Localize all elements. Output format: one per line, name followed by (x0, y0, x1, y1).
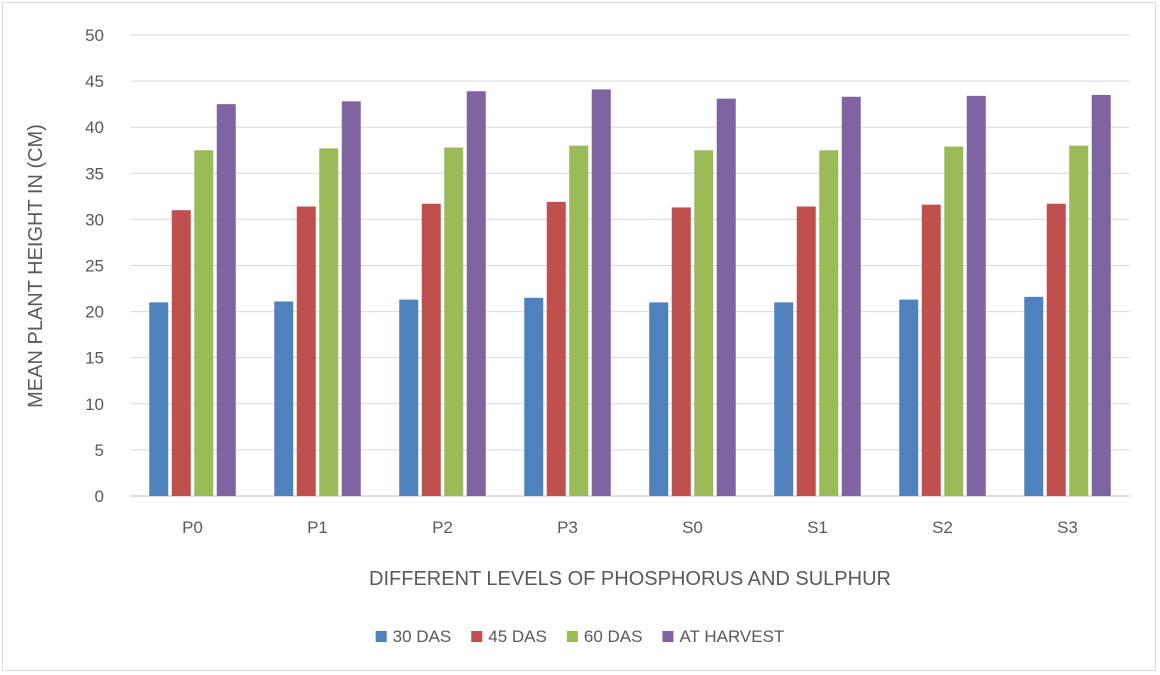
bar-s0-60-das (694, 150, 714, 496)
x-tick-label: S3 (1057, 518, 1078, 537)
bar-p2-30-das (399, 299, 419, 496)
bar-s3-30-das (1024, 296, 1044, 496)
bars (149, 89, 1111, 497)
bar-s2-30-das (899, 299, 919, 496)
x-tick-label: P0 (182, 518, 203, 537)
bar-s3-60-das (1069, 145, 1089, 496)
x-tick-label: S2 (932, 518, 953, 537)
bar-s0-at-harvest (716, 98, 736, 497)
bar-p3-at-harvest (591, 89, 611, 496)
legend-swatch (566, 631, 578, 642)
bar-s2-45-das (921, 204, 941, 496)
y-tick-label: 50 (85, 26, 104, 45)
legend-swatch (375, 631, 387, 642)
y-tick-label: 35 (85, 164, 104, 183)
x-tick-label: P2 (432, 518, 453, 537)
bar-p0-60-das (194, 150, 214, 496)
bar-s3-45-das (1046, 203, 1066, 496)
legend-swatch (662, 631, 674, 642)
legend: 30 DAS 45 DAS 60 DAS AT HARVEST (375, 627, 784, 646)
bar-p2-at-harvest (466, 91, 486, 496)
bar-s2-60-das (944, 146, 964, 496)
y-tick-label: 45 (85, 72, 104, 91)
x-axis-title: DIFFERENT LEVELS OF PHOSPHORUS AND SULPH… (369, 568, 891, 590)
y-axis-title: MEAN PLANT HEIGHT IN (CM) (25, 124, 47, 408)
bar-p2-60-das (444, 147, 464, 496)
x-tick-label: S0 (682, 518, 703, 537)
legend-label: 30 DAS (393, 627, 452, 646)
y-tick-label: 40 (85, 118, 104, 137)
bar-p3-30-das (524, 297, 544, 496)
bar-s1-at-harvest (841, 96, 861, 497)
legend-label: 45 DAS (488, 627, 547, 646)
bar-s1-45-das (796, 206, 816, 496)
bar-p2-45-das (421, 203, 441, 496)
bar-p3-45-das (546, 201, 566, 496)
bar-s0-45-das (671, 207, 691, 496)
bar-s1-60-das (819, 150, 839, 496)
x-tick-label: P3 (557, 518, 578, 537)
bar-s3-at-harvest (1091, 94, 1111, 497)
gridlines (130, 34, 1130, 497)
y-tick-label: 0 (95, 487, 104, 506)
bar-p1-45-das (296, 206, 316, 496)
bar-p0-30-das (149, 302, 169, 496)
y-tick-label: 10 (85, 395, 104, 414)
x-tick-label: S1 (807, 518, 828, 537)
bar-p1-at-harvest (341, 101, 361, 496)
y-tick-label: 20 (85, 303, 104, 322)
bar-p0-at-harvest (216, 104, 236, 497)
legend-label: 60 DAS (584, 627, 643, 646)
legend-swatch (471, 631, 483, 642)
y-tick-label: 5 (95, 441, 104, 460)
legend-label: AT HARVEST (679, 627, 784, 646)
bar-p1-60-das (319, 148, 339, 496)
bar-s1-30-das (774, 302, 794, 496)
bar-p3-60-das (569, 145, 589, 496)
x-tick-labels: P0 P1 P2 P3 S0 S1 S2 S3 (182, 518, 1078, 537)
y-tick-label: 30 (85, 210, 104, 229)
bar-p1-30-das (274, 301, 294, 496)
y-tick-label: 25 (85, 257, 104, 276)
y-tick-label: 15 (85, 349, 104, 368)
bar-s2-at-harvest (966, 95, 986, 497)
y-tick-labels: 0 5 10 15 20 25 30 35 40 45 50 (85, 26, 104, 506)
bar-s0-30-das (649, 302, 669, 496)
bar-p0-45-das (171, 210, 191, 496)
x-tick-label: P1 (307, 518, 328, 537)
